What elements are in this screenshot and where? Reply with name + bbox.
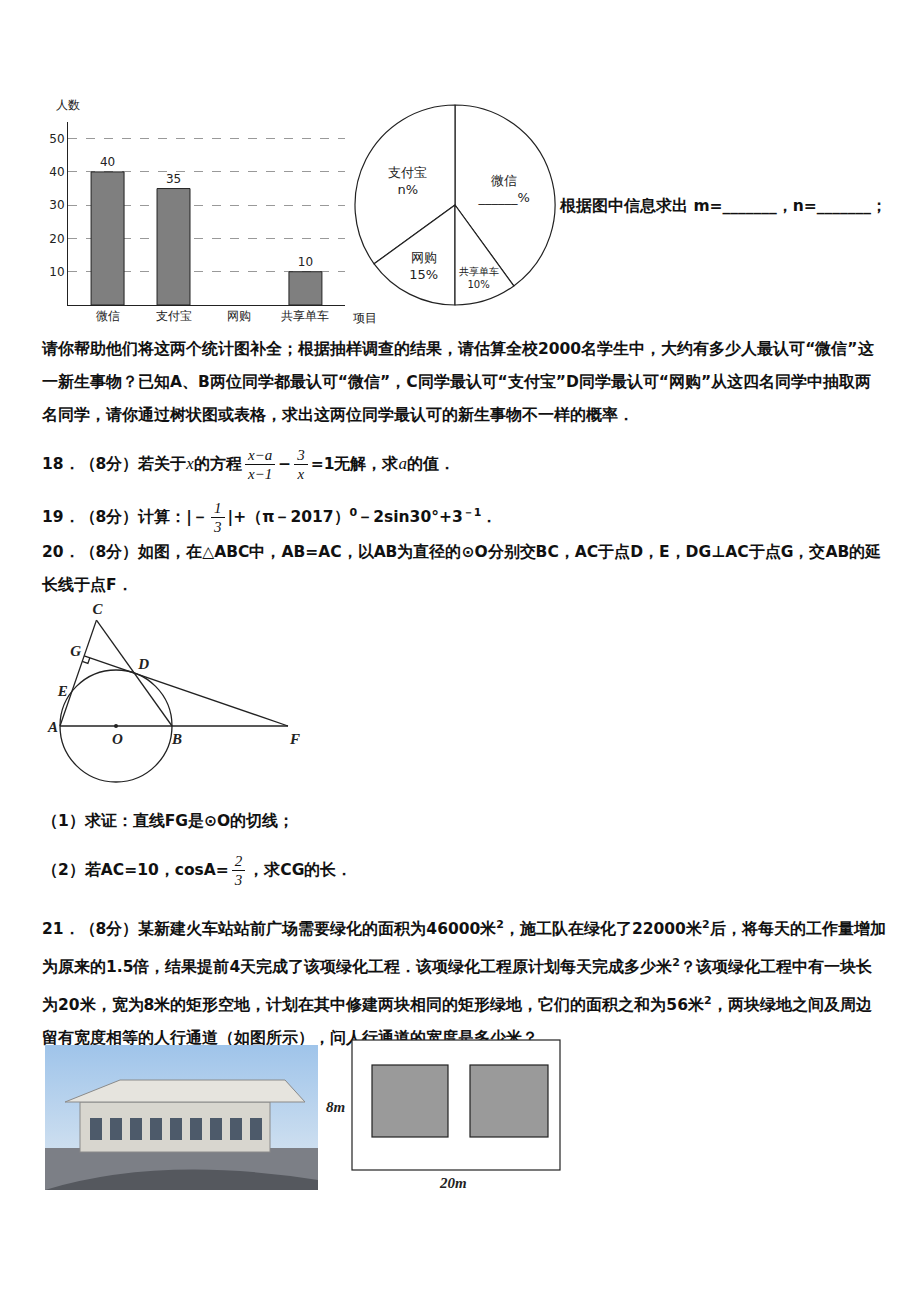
svg-text:50: 50 [49,132,64,146]
svg-text:F: F [289,731,300,747]
svg-text:人数: 人数 [56,98,80,112]
svg-text:G: G [70,643,81,659]
svg-text:20: 20 [49,232,64,246]
svg-text:C: C [92,601,103,617]
html-text:（2）若AC=10，cosA= 2: （2）若AC=10，cosA= 2 [42,853,243,879]
svg-text:35: 35 [166,172,181,186]
html-text:x−1: x−1 [247,466,273,482]
svg-text:A: A [47,719,58,735]
html-text:根据图中信息求出 m=_______，n=_______；: 根据图中信息求出 m=_______，n=_______； [560,197,888,215]
html-text:，求CG的长．: ，求CG的长． [248,861,353,879]
html-text:− 3: − 3 [278,447,305,473]
html-text:请你帮助他们将这两个统计图补全；根据抽样调查的结果，请估算全: 请你帮助他们将这两个统计图补全；根据抽样调查的结果，请估算全校2000名学生中，… [42,340,874,424]
svg-text:E: E [57,683,68,699]
html-text:|+（π－2017）0－2sin30°+3－1．: |+（π－2017）0－2sin30°+3－1． [227,506,498,527]
html-text:3: 3 [214,519,222,536]
svg-text:共享单车10%: 共享单车10% [459,266,499,290]
svg-text:支付宝: 支付宝 [156,309,192,323]
svg-text:项目: 项目 [353,311,377,325]
svg-text:40: 40 [100,155,115,169]
svg-text:微信______%: 微信______% [478,173,530,205]
svg-text:10: 10 [298,255,313,269]
html-text:3: 3 [234,872,243,888]
svg-text:网购15%: 网购15% [409,250,438,282]
html-text:（1）求证：直线FG是⊙O的切线；: （1）求证：直线FG是⊙O的切线； [42,812,295,830]
svg-text:B: B [171,731,182,747]
svg-text:微信: 微信 [96,309,120,323]
svg-text:O: O [112,731,123,747]
html-text:x: x [297,466,305,482]
svg-text:共享单车: 共享单车 [281,309,329,323]
svg-text:20m: 20m [439,1175,467,1191]
html-text:21．（8分）某新建火车站站前广场需要绿化的面积为46000: 21．（8分）某新建火车站站前广场需要绿化的面积为46000米2，施工队在绿化了… [42,918,886,1048]
svg-text:网购: 网购 [227,309,251,323]
html-text:20．（8分）如图，在△ABC中，AB=AC，以AB为直径的: 20．（8分）如图，在△ABC中，AB=AC，以AB为直径的⊙O分别交BC，AC… [42,543,882,594]
svg-text:30: 30 [49,198,64,212]
svg-text:40: 40 [49,165,64,179]
svg-text:支付宝n%: 支付宝n% [388,165,427,197]
html-text:18．（8分）若关于x的方程 x−a: 18．（8分）若关于x的方程 x−a [42,447,273,473]
svg-text:10: 10 [49,265,64,279]
svg-text:D: D [137,656,149,672]
html-text:=1无解，求a的值．: =1无解，求a的值． [310,454,455,473]
html-text:19．（8分）计算：|－ 1: 19．（8分）计算：|－ 1 [42,500,222,527]
svg-text:8m: 8m [326,1099,345,1115]
